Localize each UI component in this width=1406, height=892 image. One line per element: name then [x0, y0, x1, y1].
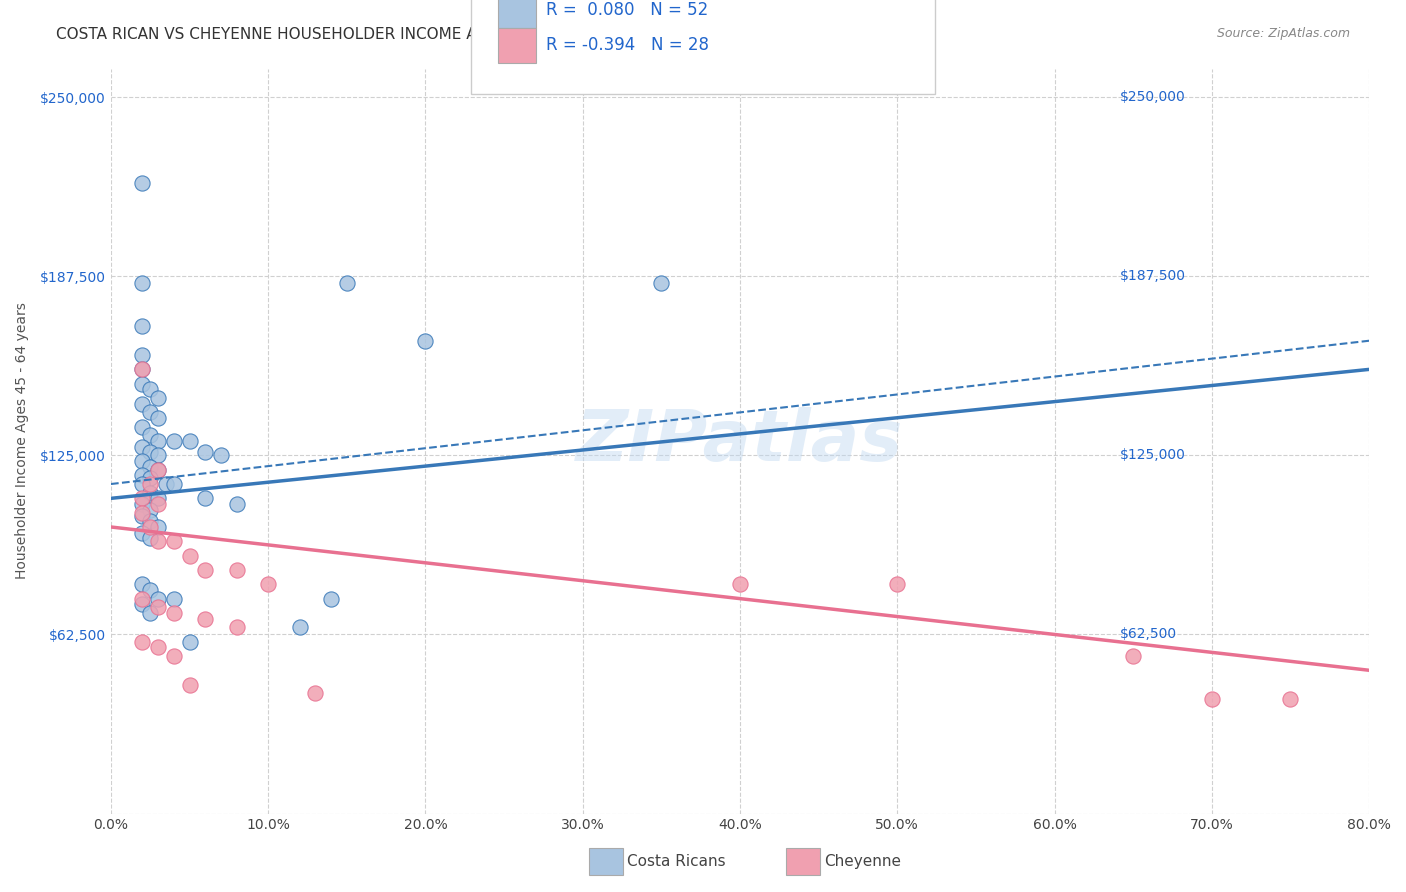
Point: [139, 383, 162, 397]
Point: [209, 448, 232, 462]
Point: [139, 405, 162, 419]
Text: Costa Ricans: Costa Ricans: [627, 855, 725, 869]
Point: [146, 463, 169, 477]
Point: [131, 277, 153, 291]
Point: [194, 612, 217, 626]
Point: [131, 497, 153, 511]
Point: [139, 582, 162, 597]
Point: [1201, 692, 1223, 706]
Point: [131, 454, 153, 468]
Point: [146, 600, 169, 615]
Point: [139, 477, 162, 491]
Point: [131, 577, 153, 591]
Point: [179, 549, 201, 563]
Point: [146, 640, 169, 655]
Text: $125,000: $125,000: [1121, 449, 1185, 462]
Point: [163, 477, 186, 491]
Point: [194, 491, 217, 506]
Point: [146, 448, 169, 462]
Point: [146, 534, 169, 549]
Point: [131, 319, 153, 334]
Point: [163, 606, 186, 620]
Point: [139, 459, 162, 474]
Text: $62,500: $62,500: [1121, 627, 1177, 641]
Point: [1279, 692, 1302, 706]
Point: [179, 434, 201, 448]
Point: [146, 497, 169, 511]
Point: [257, 577, 280, 591]
Point: [146, 520, 169, 534]
Text: ZIPatlas: ZIPatlas: [576, 407, 904, 475]
Point: [131, 591, 153, 606]
Text: Source: ZipAtlas.com: Source: ZipAtlas.com: [1216, 27, 1350, 40]
Point: [163, 648, 186, 663]
Point: [131, 508, 153, 523]
Point: [131, 634, 153, 648]
Point: [886, 577, 908, 591]
Point: [728, 577, 751, 591]
Point: [146, 491, 169, 506]
Point: [163, 534, 186, 549]
Point: [336, 277, 359, 291]
Point: [163, 591, 186, 606]
Point: [131, 477, 153, 491]
Point: [321, 591, 343, 606]
Text: R = -0.394   N = 28: R = -0.394 N = 28: [546, 37, 709, 54]
Point: [146, 434, 169, 448]
Point: [194, 563, 217, 577]
Point: [415, 334, 437, 348]
Point: [146, 463, 169, 477]
Point: [163, 434, 186, 448]
Point: [139, 428, 162, 442]
Point: [225, 620, 247, 634]
Point: [131, 176, 153, 190]
Point: [131, 362, 153, 376]
Point: [131, 397, 153, 411]
Point: [131, 506, 153, 520]
Point: [139, 485, 162, 500]
Point: [288, 620, 311, 634]
Point: [155, 477, 177, 491]
Point: [225, 497, 247, 511]
Point: [139, 606, 162, 620]
Point: [146, 391, 169, 405]
Point: [131, 362, 153, 376]
Point: [139, 471, 162, 485]
Point: [139, 520, 162, 534]
Point: [131, 525, 153, 540]
Point: [131, 348, 153, 362]
Point: [194, 445, 217, 459]
Text: Cheyenne: Cheyenne: [824, 855, 901, 869]
Point: [225, 563, 247, 577]
Point: [139, 532, 162, 546]
Text: COSTA RICAN VS CHEYENNE HOUSEHOLDER INCOME AGES 45 - 64 YEARS CORRELATION CHART: COSTA RICAN VS CHEYENNE HOUSEHOLDER INCO…: [56, 27, 792, 42]
Text: $187,500: $187,500: [1121, 269, 1185, 284]
Text: R =  0.080   N = 52: R = 0.080 N = 52: [546, 1, 707, 19]
Point: [131, 440, 153, 454]
Point: [131, 376, 153, 391]
Point: [139, 445, 162, 459]
Point: [1122, 648, 1144, 663]
Point: [131, 598, 153, 612]
Text: $250,000: $250,000: [1121, 90, 1185, 104]
Point: [139, 514, 162, 528]
Y-axis label: Householder Income Ages 45 - 64 years: Householder Income Ages 45 - 64 years: [15, 302, 30, 580]
Point: [139, 503, 162, 517]
Point: [146, 411, 169, 425]
Point: [131, 468, 153, 483]
Point: [304, 686, 326, 700]
Point: [131, 419, 153, 434]
Point: [179, 677, 201, 691]
Point: [179, 634, 201, 648]
Point: [131, 491, 153, 506]
Point: [650, 277, 672, 291]
Point: [146, 591, 169, 606]
